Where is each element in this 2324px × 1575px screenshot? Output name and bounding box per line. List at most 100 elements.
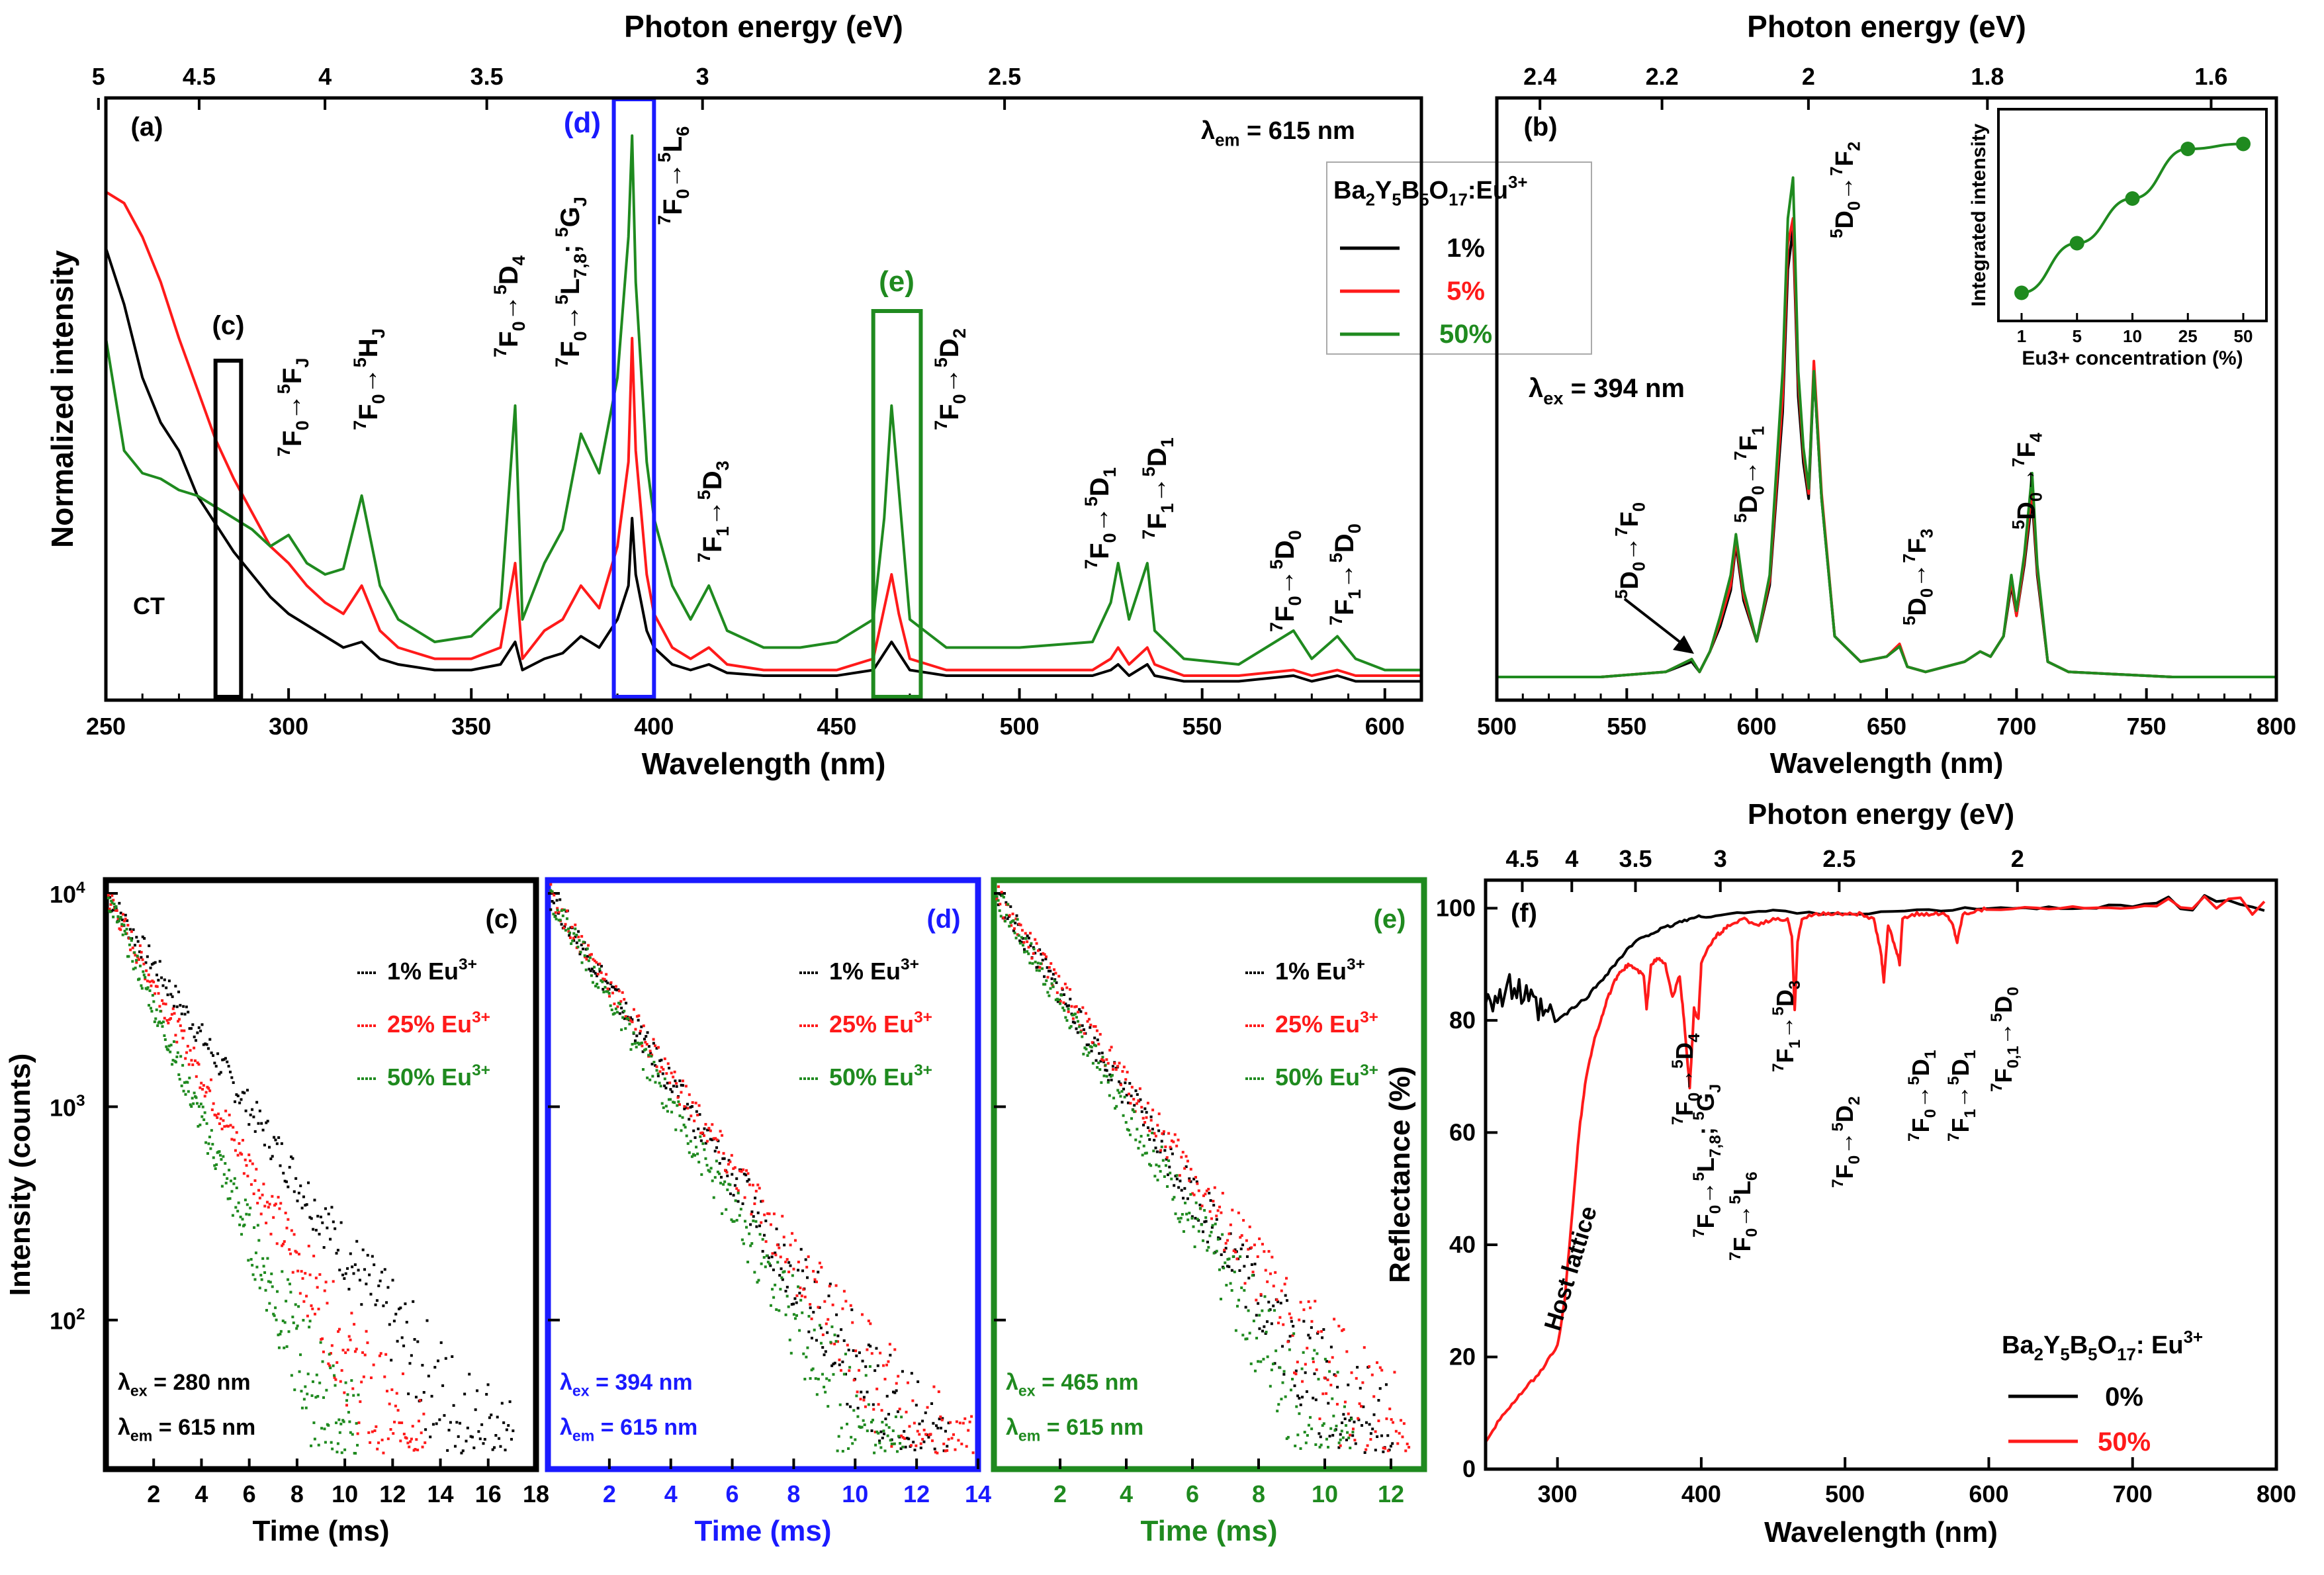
- data-point: [609, 1004, 612, 1007]
- legend-entry: 1% Eu3+: [1275, 956, 1365, 985]
- data-point: [414, 1396, 418, 1399]
- data-point: [411, 1425, 414, 1428]
- data-point: [233, 1177, 236, 1180]
- data-point: [1083, 1032, 1086, 1035]
- data-point: [825, 1322, 828, 1326]
- data-point: [662, 1067, 665, 1071]
- data-point: [238, 1223, 242, 1226]
- data-point: [400, 1336, 404, 1339]
- data-point: [289, 1290, 292, 1294]
- data-point: [602, 987, 605, 991]
- data-point: [934, 1451, 937, 1454]
- data-point: [681, 1116, 684, 1119]
- x-tick-label: 12: [1378, 1480, 1404, 1508]
- inset-point: [2125, 191, 2140, 206]
- data-point: [175, 1040, 179, 1044]
- data-point: [683, 1104, 686, 1108]
- data-point: [1208, 1191, 1211, 1194]
- data-point: [1204, 1216, 1208, 1219]
- data-point: [750, 1212, 753, 1216]
- data-point: [636, 1041, 639, 1044]
- legend-entry: 1%: [1447, 234, 1485, 263]
- data-point: [137, 958, 140, 962]
- data-point: [482, 1442, 485, 1445]
- data-point: [1118, 1061, 1121, 1065]
- data-point: [224, 1181, 228, 1185]
- data-point: [356, 1443, 359, 1447]
- data-point: [1329, 1383, 1333, 1386]
- data-point: [292, 1190, 296, 1193]
- transition-label-0: 7F0→5D4: [1669, 1033, 1703, 1125]
- data-point: [1128, 1093, 1131, 1096]
- data-point: [785, 1258, 789, 1261]
- data-point: [174, 1034, 177, 1037]
- data-point: [228, 1070, 232, 1073]
- data-point: [307, 1244, 310, 1247]
- data-point: [1296, 1361, 1299, 1364]
- data-point: [873, 1369, 877, 1372]
- data-point: [815, 1393, 819, 1396]
- data-point: [1305, 1390, 1308, 1393]
- data-point: [864, 1365, 868, 1369]
- data-point: [312, 1228, 315, 1231]
- data-point: [715, 1159, 718, 1163]
- data-point: [163, 978, 166, 981]
- data-point: [1173, 1196, 1176, 1199]
- transition-label-2: 5D0→7F2: [1828, 142, 1864, 238]
- data-point: [1275, 1298, 1278, 1302]
- data-point: [244, 1158, 247, 1161]
- data-point: [287, 1278, 290, 1281]
- data-point: [416, 1449, 420, 1452]
- data-point: [340, 1369, 343, 1372]
- data-point: [179, 1004, 182, 1007]
- x-tick-label: 700: [2113, 1480, 2153, 1508]
- data-point: [881, 1421, 884, 1424]
- data-point: [785, 1285, 789, 1288]
- data-point: [199, 1123, 202, 1126]
- data-point: [321, 1221, 324, 1224]
- data-point: [811, 1367, 815, 1371]
- data-point: [344, 1351, 347, 1355]
- transition-label-4: 7F0→5L6: [654, 126, 693, 225]
- data-point: [159, 1010, 162, 1013]
- data-point: [1377, 1419, 1380, 1423]
- data-point: [1267, 1300, 1271, 1304]
- data-point: [908, 1425, 911, 1428]
- data-point: [180, 1012, 183, 1016]
- data-point: [230, 1076, 234, 1079]
- data-point: [218, 1153, 222, 1157]
- data-point: [339, 1380, 342, 1383]
- data-point: [1231, 1208, 1234, 1212]
- data-point: [1014, 921, 1017, 924]
- data-point: [1133, 1110, 1136, 1113]
- data-point: [1065, 1005, 1069, 1008]
- data-point: [1390, 1418, 1393, 1421]
- data-point: [1130, 1117, 1134, 1120]
- data-point: [197, 1063, 201, 1066]
- data-point: [1086, 1020, 1089, 1023]
- data-point: [734, 1199, 737, 1202]
- data-point: [1124, 1081, 1127, 1085]
- data-point: [267, 1280, 270, 1283]
- data-point: [553, 893, 556, 897]
- data-point: [883, 1449, 887, 1453]
- data-point: [337, 1330, 340, 1333]
- x-tick-label: 10: [842, 1480, 868, 1508]
- data-point: [1203, 1220, 1206, 1224]
- data-point: [592, 969, 596, 973]
- data-point: [1251, 1271, 1255, 1274]
- data-point: [655, 1069, 658, 1072]
- data-point: [697, 1161, 701, 1164]
- data-point: [266, 1257, 269, 1260]
- data-point: [1179, 1216, 1183, 1220]
- data-point: [294, 1177, 298, 1180]
- annotation-lambda-ex: λex = 394 nm: [1529, 374, 1685, 408]
- data-point: [1337, 1446, 1341, 1449]
- data-point: [1229, 1232, 1232, 1236]
- data-point: [141, 958, 144, 962]
- data-point: [680, 1083, 683, 1087]
- data-point: [461, 1449, 465, 1453]
- data-point: [1271, 1255, 1274, 1259]
- data-point: [1127, 1128, 1130, 1132]
- data-point: [850, 1308, 854, 1312]
